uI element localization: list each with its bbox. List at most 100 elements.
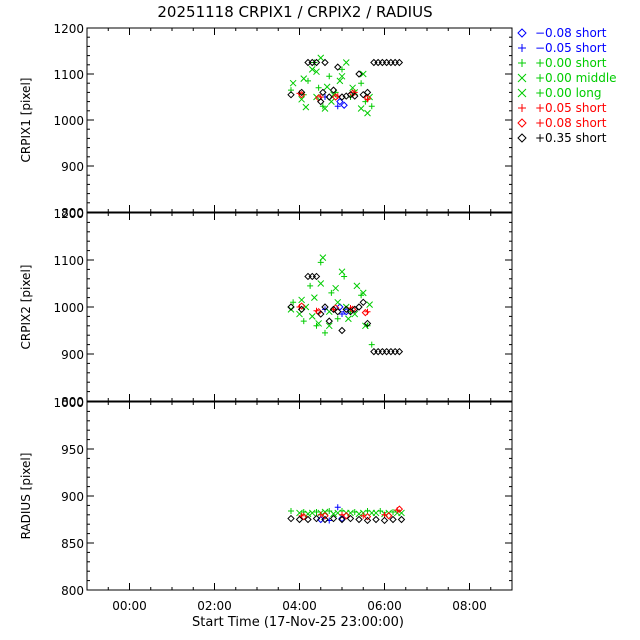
data-point bbox=[304, 272, 312, 281]
data-point bbox=[353, 282, 361, 290]
y-axis-label: CRPIX1 [pixel] bbox=[19, 78, 33, 163]
data-point bbox=[387, 58, 395, 67]
data-point bbox=[389, 515, 397, 524]
data-point bbox=[319, 88, 327, 97]
panels: 800 900 1000 1100 1200 CRPIX1 [pixel] 800 900 10… bbox=[19, 22, 513, 613]
y-tick-label: 800 bbox=[61, 206, 84, 220]
legend-marker bbox=[517, 118, 527, 128]
data-point bbox=[295, 515, 304, 524]
data-point bbox=[368, 509, 376, 517]
data-point bbox=[319, 254, 327, 262]
data-point bbox=[313, 68, 320, 76]
data-point bbox=[329, 514, 338, 523]
data-point bbox=[363, 319, 372, 328]
data-point bbox=[338, 268, 346, 276]
data-point bbox=[311, 59, 318, 66]
data-point bbox=[372, 515, 380, 524]
data-point bbox=[317, 280, 325, 287]
legend-label: +0.00 middle bbox=[535, 71, 617, 85]
plot-frame bbox=[86, 401, 513, 591]
data-point bbox=[342, 305, 350, 314]
series-points bbox=[287, 272, 404, 356]
data-point bbox=[385, 512, 393, 520]
data-point bbox=[390, 508, 396, 515]
data-point bbox=[321, 512, 329, 520]
legend-entry: +0.08 short bbox=[517, 116, 607, 130]
data-point bbox=[395, 505, 404, 513]
legend-label: −0.08 short bbox=[535, 26, 607, 40]
data-point bbox=[334, 315, 341, 322]
data-point bbox=[323, 83, 331, 91]
legend-entry: +0.00 middle bbox=[517, 71, 617, 85]
data-point bbox=[340, 101, 348, 109]
data-point bbox=[364, 109, 371, 117]
series-points bbox=[300, 505, 404, 521]
y-tick-label: 1200 bbox=[53, 207, 84, 221]
data-point bbox=[334, 307, 342, 316]
data-point bbox=[321, 303, 329, 311]
chart-title: 20251118 CRPIX1 / CRPIX2 / RADIUS bbox=[157, 3, 432, 21]
data-point bbox=[368, 103, 375, 110]
data-point bbox=[317, 97, 325, 106]
y-tick-label: 850 bbox=[61, 537, 84, 551]
data-point bbox=[322, 329, 328, 336]
data-point bbox=[370, 347, 378, 356]
data-point bbox=[287, 514, 295, 523]
legend-entry: +0.00 long bbox=[517, 86, 602, 100]
legend-entry: −0.05 short bbox=[518, 41, 607, 55]
data-point bbox=[332, 284, 339, 292]
plot-frame bbox=[86, 27, 513, 213]
data-point bbox=[346, 514, 355, 523]
data-point bbox=[315, 84, 322, 91]
data-point bbox=[298, 296, 305, 304]
data-point bbox=[336, 97, 344, 106]
data-point bbox=[358, 80, 365, 87]
data-point bbox=[339, 311, 345, 318]
legend-entry: +0.00 short bbox=[518, 56, 607, 70]
data-point bbox=[387, 347, 395, 356]
data-point bbox=[290, 299, 297, 306]
data-point bbox=[311, 294, 318, 301]
data-point bbox=[297, 305, 306, 314]
data-point bbox=[361, 308, 370, 317]
data-point bbox=[300, 75, 308, 82]
data-point bbox=[321, 508, 329, 516]
series-points bbox=[287, 514, 406, 525]
series-points bbox=[287, 58, 404, 106]
data-point bbox=[368, 341, 375, 348]
data-point bbox=[289, 79, 297, 87]
data-point bbox=[287, 303, 295, 311]
data-point bbox=[326, 73, 333, 80]
legend-entry: +0.35 short bbox=[517, 131, 607, 145]
data-point bbox=[330, 510, 337, 518]
series-points bbox=[288, 508, 396, 515]
data-point bbox=[359, 70, 367, 78]
data-point bbox=[342, 59, 350, 66]
y-tick-label: 1100 bbox=[53, 254, 84, 268]
data-point bbox=[370, 58, 378, 67]
data-point bbox=[308, 509, 316, 517]
x-tick-label: 04:00 bbox=[282, 599, 317, 613]
data-point bbox=[345, 315, 352, 323]
data-point bbox=[338, 326, 346, 335]
data-point bbox=[315, 320, 322, 327]
data-point bbox=[304, 515, 312, 524]
data-point bbox=[321, 105, 329, 112]
data-point bbox=[397, 515, 406, 524]
legend-entry: +0.05 short bbox=[518, 101, 607, 115]
data-point bbox=[338, 72, 346, 80]
data-point bbox=[321, 58, 329, 67]
data-point bbox=[325, 322, 333, 330]
data-point bbox=[359, 289, 367, 297]
data-point bbox=[312, 58, 321, 67]
data-point bbox=[325, 317, 333, 325]
data-point bbox=[302, 103, 310, 111]
data-point bbox=[363, 512, 372, 521]
data-point bbox=[362, 322, 369, 330]
x-tick-label: 02:00 bbox=[197, 599, 232, 613]
data-point bbox=[355, 515, 363, 524]
data-point bbox=[351, 92, 359, 100]
data-point bbox=[329, 305, 338, 314]
data-point bbox=[346, 90, 355, 99]
